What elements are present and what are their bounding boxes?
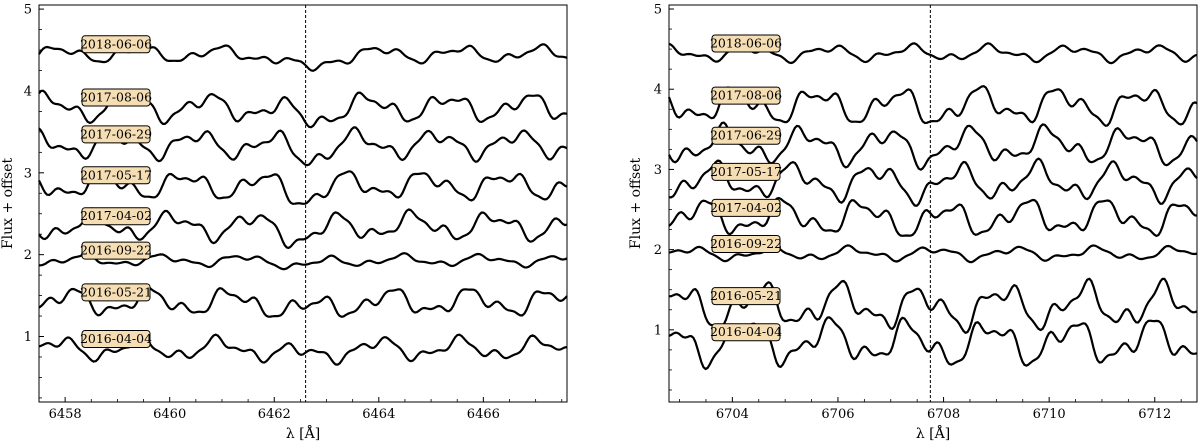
date-label: 2017-05-17 [80, 167, 152, 182]
y-axis-label: Flux + offset [0, 158, 16, 250]
y-tick-label: 1 [654, 323, 662, 338]
spectrum-line-2016-05-21 [38, 285, 568, 318]
left-panel: 2018-06-06 2017-08-06 2017-06-29 2017-05-17… [0, 3, 568, 442]
date-label-box [81, 329, 151, 348]
date-label: 2016-09-22 [80, 243, 152, 258]
date-label: 2017-05-17 [710, 164, 782, 179]
date-label-box [81, 88, 151, 107]
date-label-box [81, 207, 151, 226]
date-label: 2017-04-02 [80, 208, 152, 223]
date-label-box [711, 287, 781, 306]
x-tick-label: 6704 [716, 407, 749, 422]
x-tick-label: 6706 [821, 407, 854, 422]
date-label: 2018-06-06 [80, 36, 152, 51]
spectrum-line-2016-09-22 [668, 244, 1198, 264]
date-label-box [81, 35, 151, 54]
y-tick-label: 3 [24, 166, 32, 181]
x-tick-label: 6712 [1138, 407, 1171, 422]
x-axis-label: λ [Å] [916, 424, 950, 442]
date-label-box [711, 235, 781, 254]
right-panel: 2018-06-06 2017-08-06 2017-06-29 2017-05-17… [628, 3, 1198, 442]
y-tick-label: 1 [24, 330, 32, 345]
date-label: 2016-05-21 [710, 288, 782, 303]
x-axis-label: λ [Å] [286, 424, 320, 442]
date-label: 2018-06-06 [710, 35, 782, 50]
date-label: 2016-04-04 [80, 331, 152, 346]
date-label-box [81, 166, 151, 185]
y-tick-label: 4 [24, 84, 32, 99]
date-label-box [711, 162, 781, 181]
x-tick-label: 6710 [1033, 407, 1066, 422]
spectrum-line-2017-06-29 [668, 121, 1198, 171]
date-label-box [81, 241, 151, 260]
y-tick-label: 3 [654, 163, 662, 178]
x-tick-label: 6466 [467, 407, 500, 422]
date-label-box [711, 126, 781, 145]
date-label: 2017-04-02 [710, 200, 782, 215]
spectrum-line-2017-05-17 [668, 157, 1198, 207]
y-tick-label: 5 [24, 3, 32, 18]
x-tick-label: 6460 [153, 407, 186, 422]
x-tick-label: 6462 [258, 407, 291, 422]
spectrum-line-2017-05-17 [38, 169, 568, 205]
y-tick-label: 2 [24, 248, 32, 263]
y-tick-label: 5 [654, 3, 662, 18]
date-label-box [711, 198, 781, 217]
x-tick-label: 6464 [362, 407, 395, 422]
date-label: 2016-04-04 [710, 324, 782, 339]
spectrum-line-2017-04-02 [668, 196, 1198, 237]
date-label-box [711, 34, 781, 53]
date-label-box [81, 283, 151, 302]
date-label: 2017-08-06 [710, 88, 782, 103]
date-label: 2017-08-06 [80, 89, 152, 104]
date-label: 2016-09-22 [710, 236, 782, 251]
date-label-box [711, 323, 781, 342]
date-label: 2017-06-29 [80, 126, 152, 141]
date-label-box [711, 86, 781, 105]
date-label: 2016-05-21 [80, 284, 152, 299]
date-label-box [81, 125, 151, 144]
spectrum-line-2017-04-02 [38, 207, 568, 249]
spectrum-line-2017-08-06 [667, 85, 1198, 127]
date-label: 2017-06-29 [710, 128, 782, 143]
x-tick-label: 6708 [927, 407, 960, 422]
plot-frame [668, 4, 1198, 403]
y-tick-label: 2 [654, 243, 662, 258]
plot-frame [38, 4, 568, 403]
y-tick-label: 4 [654, 83, 662, 98]
spectrum-line-2016-09-22 [39, 252, 568, 271]
x-tick-label: 6458 [49, 407, 82, 422]
y-axis-label: Flux + offset [628, 158, 644, 250]
